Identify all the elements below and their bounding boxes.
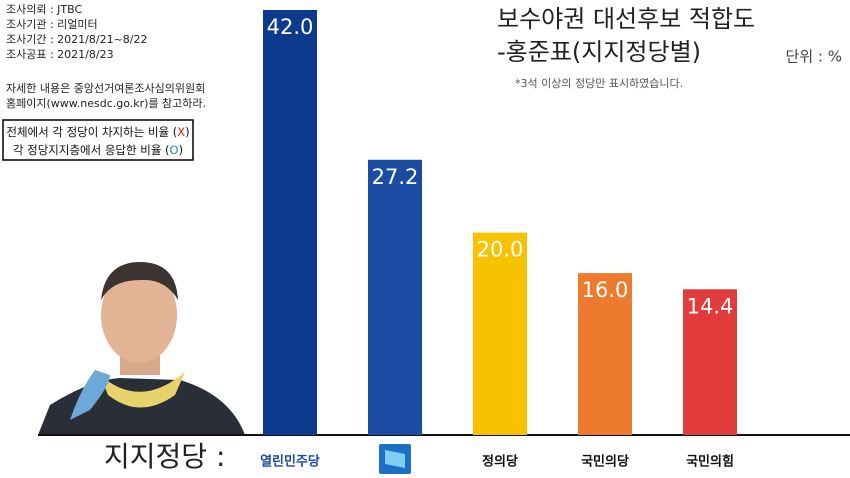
value-label: 27.2	[372, 165, 419, 189]
x-tick-label: 국민의당	[581, 454, 629, 470]
bar	[578, 273, 632, 435]
legend-box	[2, 119, 194, 161]
x-tick-label: 정의당	[482, 454, 518, 470]
legend-segment: 전체에서 각 정당이 차지하는 비율 (	[6, 125, 177, 139]
reference-line: 홈페이지(www.nesdc.go.kr)를 참고하라.	[6, 96, 206, 110]
legend-box-text: 전체에서 각 정당이 차지하는 비율 (X)각 정당지지층에서 응답한 비율 (…	[6, 125, 189, 157]
chart-subtitle: -홍준표(지지정당별)	[497, 38, 701, 66]
legend-segment: )	[179, 143, 184, 157]
note: *3석 이상의 정당만 표시하였습니다.	[515, 76, 683, 90]
x-tick-label: 국민의힘	[686, 454, 734, 470]
legend-segment: )	[185, 125, 190, 139]
reference-line: 자세한 내용은 중앙선거여론조사심의위원회	[6, 82, 205, 95]
legend-segment: 각 정당지지층에서 응답한 비율 (	[13, 143, 170, 157]
legend-segment: O	[170, 143, 179, 157]
legend-line: 전체에서 각 정당이 차지하는 비율 (X)	[6, 125, 189, 139]
legend-line: 각 정당지지층에서 응답한 비율 (O)	[13, 143, 183, 157]
info-line: 조사공표 : 2021/8/23	[6, 48, 114, 61]
value-label: 42.0	[267, 15, 314, 39]
party-logo-mark	[385, 450, 405, 468]
unit-label: 단위 : %	[786, 48, 842, 66]
info-line: 조사의뢰 : JTBC	[6, 3, 82, 16]
bar	[368, 159, 422, 435]
chart-title: 보수야권 대선후보 적합도	[497, 5, 755, 33]
portrait	[38, 262, 245, 435]
value-label: 20.0	[477, 238, 524, 262]
bar	[683, 289, 737, 435]
legend-segment: X	[177, 125, 185, 139]
x-tick-label: 열린민주당	[260, 454, 320, 470]
info-line: 조사기간 : 2021/8/21~8/22	[6, 33, 148, 46]
value-label: 16.0	[582, 278, 629, 302]
bar	[263, 10, 317, 435]
info-line: 조사기관 : 리얼미터	[6, 17, 98, 31]
bar	[473, 232, 527, 435]
axis-label: 지지정당 :	[104, 440, 225, 473]
value-label: 14.4	[687, 294, 734, 318]
